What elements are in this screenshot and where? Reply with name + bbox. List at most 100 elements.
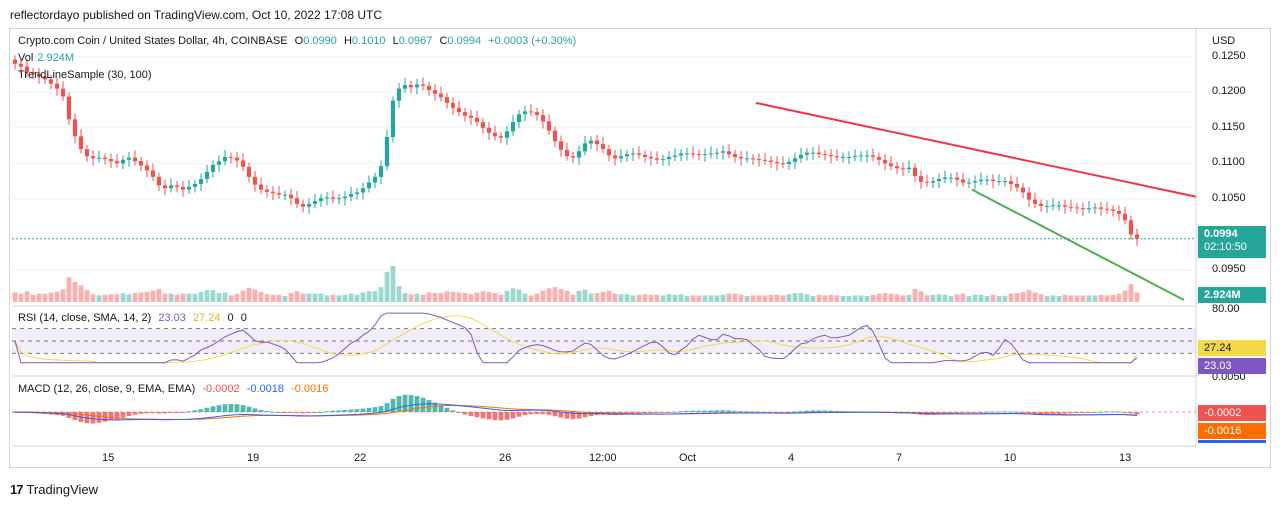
candle-body [924,181,930,183]
time-tick-label: 10 [1004,452,1017,464]
volume-bar [780,295,786,302]
footer-brand[interactable]: 17 TradingView [10,482,98,497]
volume-bar [1110,294,1116,302]
symbol-header[interactable]: Crypto.com Coin / United States Dollar, … [18,35,580,47]
candle-body [798,154,804,159]
indicator-header[interactable]: TrendLineSample (30, 100) [18,69,152,81]
macd-hist-bar [522,412,528,416]
macd-hist-bar [1038,412,1044,415]
macd-hist-bar [408,395,414,412]
candle-body [168,185,174,189]
volume-bar [798,293,804,302]
candle-body [18,63,24,67]
volume-bar [468,294,474,302]
volume-bar [90,294,96,302]
candle-body [348,193,354,197]
macd-hist-bar [834,410,840,412]
macd-hist-bar [678,411,684,413]
volume-bar [984,296,990,302]
time-tick-label: 22 [354,452,367,464]
candle-body [336,198,342,200]
volume-bar [810,296,816,302]
macd-hist-bar [198,409,204,412]
candle-body [840,156,846,158]
volume-bar [492,293,498,302]
open-value: 0.0990 [303,35,337,47]
macd-hist-bar [270,411,276,413]
candle-body [474,117,480,123]
price-tick-label: 0.1250 [1212,49,1246,62]
macd-hist-bar [954,412,960,414]
candle-body [438,93,444,98]
candle-body [264,189,270,192]
candle-body [540,114,546,122]
macd-hist-bar [1026,412,1032,414]
volume-header[interactable]: Vol 2.924M [18,52,78,64]
volume-bar [318,293,324,302]
chart-frame[interactable] [9,28,1271,468]
volume-bar [1038,294,1044,302]
macd-hist-bar [828,410,834,412]
change-value: +0.0003 (+0.30%) [488,35,577,47]
candle-body [360,188,366,193]
candle-body [414,84,420,88]
macd-hist-bar [1086,412,1092,413]
high-label: H [343,35,352,47]
volume-bar [972,294,978,302]
brand-name: TradingView [26,482,99,497]
volume-bar [36,293,42,302]
volume-bar [714,295,720,302]
candle-body [102,157,108,160]
candle-body [192,183,198,187]
macd-hist-bar [390,398,396,412]
macd-hist-bar [474,412,480,418]
macd-hist-bar [1104,411,1110,413]
vol-label: Vol [18,52,34,64]
volume-bar [852,295,858,302]
macd-hist-bar [648,412,654,413]
volume-bar [996,296,1002,302]
candle-body [1116,210,1122,214]
macd-hist-bar [114,412,120,420]
candle-body [696,154,702,156]
bar-countdown: 02:10:50 [1204,241,1247,253]
volume-bar [312,293,318,302]
volume-bar [474,292,480,302]
volume-bar [930,294,936,302]
volume-bar [336,295,342,302]
candle-body [972,181,978,183]
macd-hist-bar [552,412,558,417]
macd-hist-bar [1008,411,1014,413]
volume-bar [186,293,192,302]
candle-body [300,203,306,207]
rsi-extra-1: 0 [227,312,234,324]
candle-body [42,76,48,80]
volume-bar [678,294,684,302]
candle-body [1050,205,1056,207]
candle-body [114,161,120,164]
macd-hist-bar [714,410,720,412]
macd-hist-bar [186,411,192,413]
candle-body [432,90,438,94]
macd-hist-bar [222,404,228,412]
macd-header[interactable]: MACD (12, 26, close, 9, EMA, EMA) -0.000… [18,383,332,395]
macd-hist-bar [732,410,738,412]
volume-bar [1026,290,1032,302]
candle-body [966,182,972,184]
macd-hist-bar [300,412,306,414]
volume-bar [966,296,972,302]
macd-hist-bar [972,412,978,413]
volume-bar [918,291,924,302]
rsi-header[interactable]: RSI (14, close, SMA, 14, 2) 23.03 27.24 … [18,312,251,324]
vol-value: 2.924M [37,52,74,64]
candle-body [534,112,540,115]
volume-bar [240,290,246,302]
macd-hist-bar [978,412,984,413]
macd-hist-bar [642,412,648,414]
volume-bar [606,290,612,302]
macd-hist-bar [96,412,102,423]
macd-hist-bar [360,408,366,412]
macd-hist-bar [348,409,354,412]
macd-hist-bar [1122,412,1128,413]
